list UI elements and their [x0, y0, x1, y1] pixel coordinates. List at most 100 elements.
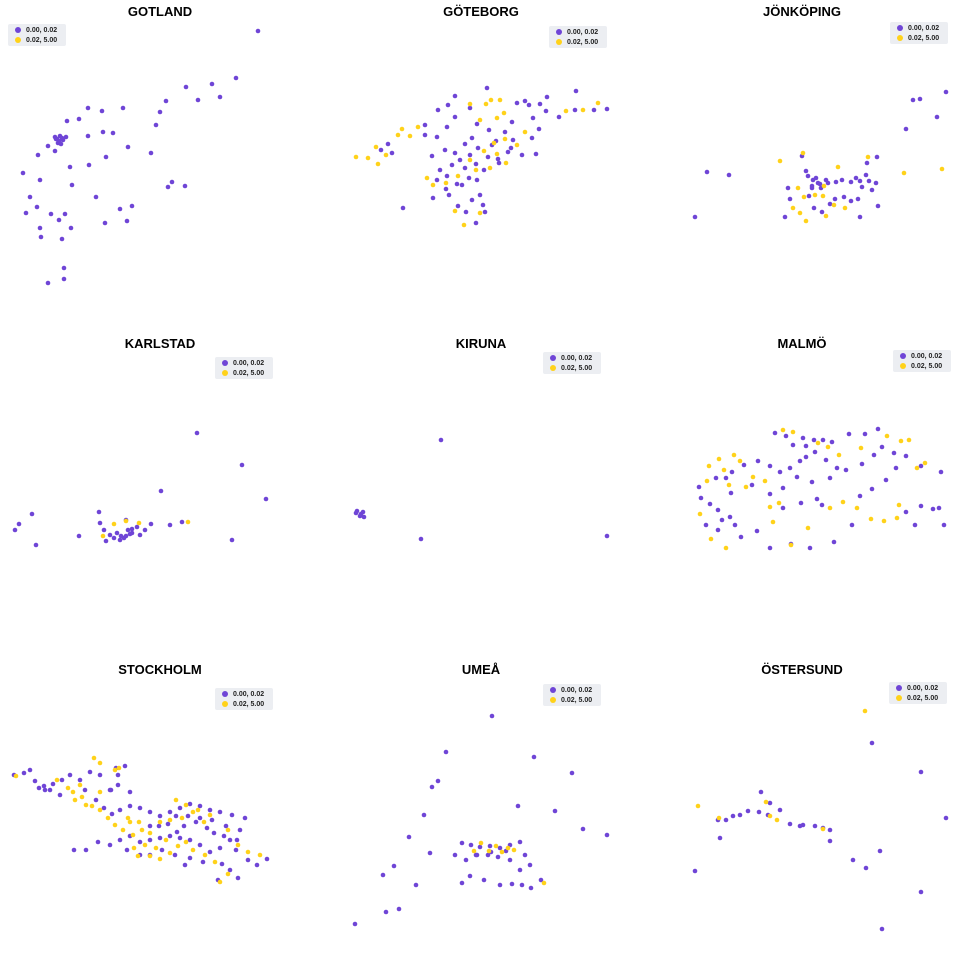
point-low: [732, 522, 738, 528]
point-low: [869, 187, 875, 193]
point-low: [537, 101, 543, 107]
point-low: [255, 28, 261, 34]
point-high: [471, 848, 477, 854]
point-low: [580, 826, 586, 832]
point-high: [461, 222, 467, 228]
point-low: [496, 160, 502, 166]
point-low: [127, 803, 133, 809]
point-high: [505, 845, 511, 851]
point-low: [473, 220, 479, 226]
point-low: [591, 107, 597, 113]
point-high: [922, 460, 928, 466]
point-low: [484, 85, 490, 91]
point-high: [763, 799, 769, 805]
point-low: [509, 119, 515, 125]
point-high: [183, 839, 189, 845]
point-high: [881, 518, 887, 524]
point-low: [918, 463, 924, 469]
scatter-plot: [353, 437, 610, 542]
legend: 0.00, 0.02 0.02, 5.00: [8, 24, 66, 46]
point-low: [183, 84, 189, 90]
point-high: [777, 158, 783, 164]
point-high: [494, 115, 500, 121]
point-low: [823, 177, 829, 183]
point-high: [179, 815, 185, 821]
point-low: [782, 214, 788, 220]
point-low: [745, 808, 751, 814]
point-low: [497, 882, 503, 888]
point-low: [573, 88, 579, 94]
point-low: [452, 93, 458, 99]
legend-label: 0.02, 5.00: [26, 37, 58, 44]
point-low: [245, 857, 251, 863]
point-high: [163, 837, 169, 843]
point-low: [857, 214, 863, 220]
point-low: [527, 862, 533, 868]
point-low: [869, 740, 875, 746]
point-low: [207, 849, 213, 855]
point-low: [239, 462, 245, 468]
legend-entry: 0.02, 5.00: [215, 699, 273, 710]
point-high: [790, 429, 796, 435]
point-low: [873, 180, 879, 186]
legend-entry: 0.00, 0.02: [893, 351, 951, 362]
point-low: [787, 821, 793, 827]
point-low: [843, 467, 849, 473]
panel-stockholm: STOCKHOLM 0.00, 0.02 0.02, 5.00: [0, 658, 320, 968]
point-high: [695, 803, 701, 809]
point-low: [177, 835, 183, 841]
point-high: [202, 852, 208, 858]
legend: 0.00, 0.02 0.02, 5.00: [215, 688, 273, 710]
point-low: [159, 847, 165, 853]
point-high: [580, 107, 586, 113]
point-high: [136, 520, 142, 526]
legend-label: 0.02, 5.00: [567, 39, 599, 46]
point-high: [487, 165, 493, 171]
point-low: [505, 149, 511, 155]
point-high: [499, 849, 505, 855]
point-low: [797, 458, 803, 464]
point-high: [790, 205, 796, 211]
legend: 0.00, 0.02 0.02, 5.00: [215, 357, 273, 379]
point-low: [137, 532, 143, 538]
point-low: [780, 505, 786, 511]
point-low: [157, 835, 163, 841]
point-low: [147, 809, 153, 815]
point-high: [823, 213, 829, 219]
legend-swatch: [222, 370, 228, 376]
legend-swatch: [15, 27, 21, 33]
point-low: [467, 152, 473, 158]
panel-title: MALMÖ: [777, 336, 827, 351]
point-low: [33, 542, 39, 548]
point-low: [841, 194, 847, 200]
point-high: [452, 208, 458, 214]
point-low: [819, 209, 825, 215]
point-high: [805, 525, 811, 531]
point-high: [836, 452, 842, 458]
point-high: [91, 755, 97, 761]
point-low: [99, 108, 105, 114]
point-high: [800, 150, 806, 156]
legend-label: 0.02, 5.00: [907, 695, 939, 702]
point-high: [217, 879, 223, 885]
point-low: [59, 777, 65, 783]
point-low: [111, 535, 117, 541]
legend-label: 0.02, 5.00: [233, 370, 265, 377]
point-low: [67, 164, 73, 170]
panel-title: JÖNKÖPING: [762, 4, 841, 19]
point-high: [750, 474, 756, 480]
point-low: [850, 857, 856, 863]
point-low: [380, 872, 386, 878]
point-high: [827, 505, 833, 511]
point-low: [495, 156, 501, 162]
legend-entry: 0.02, 5.00: [543, 695, 601, 706]
point-low: [692, 868, 698, 874]
point-low: [877, 848, 883, 854]
point-low: [903, 126, 909, 132]
point-low: [777, 807, 783, 813]
point-high: [13, 773, 19, 779]
point-low: [449, 162, 455, 168]
point-high: [831, 202, 837, 208]
point-low: [36, 785, 42, 791]
point-high: [116, 765, 122, 771]
